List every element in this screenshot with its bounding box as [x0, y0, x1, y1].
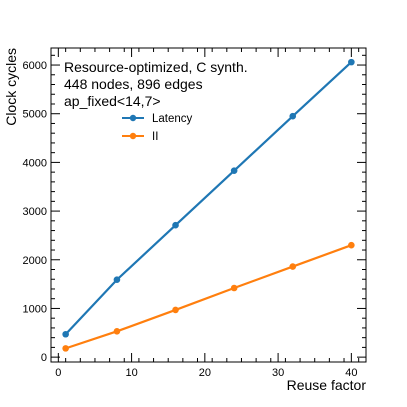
y-tick-label: 2000: [23, 255, 47, 267]
y-tick-label: 5000: [23, 109, 47, 121]
data-point-ii: [289, 263, 297, 270]
legend-marker-ii: [129, 132, 137, 140]
data-point-ii: [62, 345, 69, 352]
y-tick-label: 6000: [23, 60, 47, 72]
ticks-group: 0 10 20 30 40 0 1000 2000 3000 4000 5000 6000: [23, 48, 366, 379]
series-line-ii: [65, 244, 352, 350]
x-tick-label: 30: [272, 367, 284, 379]
legend-label-ii: II: [152, 131, 158, 143]
y-tick-label: 1000: [23, 303, 47, 315]
annotation-line-2: 448 nodes, 896 edges: [64, 76, 203, 92]
x-tick-label: 40: [345, 367, 357, 379]
data-point-latency: [230, 167, 238, 174]
annotation: Resource-optimized, C synth. 448 nodes, …: [64, 59, 248, 109]
y-tick-label: 4000: [23, 157, 47, 169]
data-point-ii: [172, 306, 179, 314]
data-point-latency: [289, 112, 297, 120]
data-point-ii: [230, 284, 238, 292]
data-point-ii: [113, 328, 121, 335]
data-point-latency: [113, 276, 121, 284]
legend-label-latency: Latency: [152, 113, 193, 125]
legend-item-ii: II: [122, 131, 158, 143]
x-tick-label: 0: [55, 367, 61, 379]
legend-item-latency: Latency: [122, 113, 193, 125]
data-point-ii: [348, 241, 355, 249]
legend-marker-latency: [129, 114, 137, 122]
x-tick-label: 10: [125, 367, 137, 379]
series-line-latency: [64, 61, 353, 336]
axes-frame-group: [50, 47, 367, 363]
data-point-latency: [172, 221, 179, 229]
series-group: [62, 58, 355, 352]
y-axis-title: Clock cycles: [3, 48, 19, 126]
legend: Latency II: [122, 113, 193, 143]
y-tick-label: 3000: [23, 206, 47, 218]
plot-frame: [50, 47, 367, 363]
y-tick-label: 0: [41, 352, 47, 364]
x-tick-label: 20: [199, 367, 211, 379]
data-point-latency: [348, 58, 355, 66]
annotation-line-1: Resource-optimized, C synth.: [64, 59, 248, 75]
data-point-latency: [62, 330, 69, 338]
annotation-line-3: ap_fixed<14,7>: [64, 93, 161, 109]
x-axis-title: Reuse factor: [287, 377, 367, 393]
